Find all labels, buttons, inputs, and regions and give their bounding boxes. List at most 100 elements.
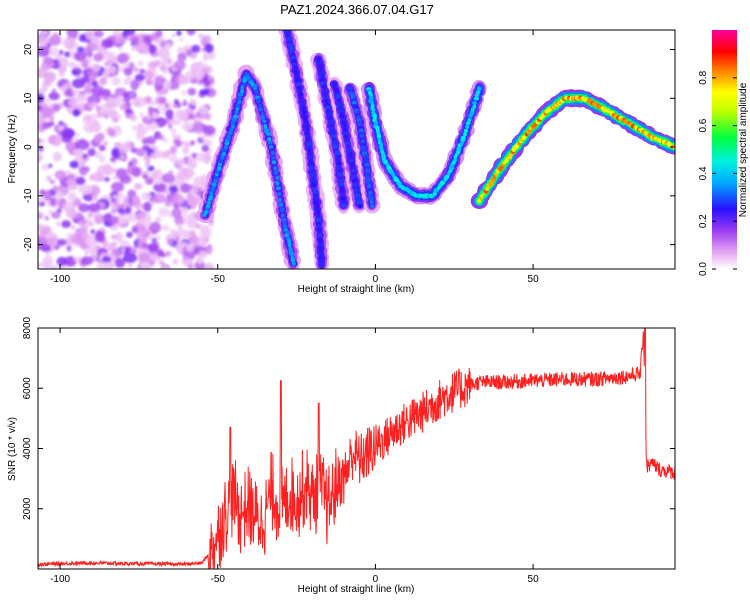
noise-speckle-blob <box>38 262 42 268</box>
noise-speckle-blob <box>141 242 149 250</box>
bottom-x-ticks: -100 -50 0 50 <box>50 328 539 585</box>
ridge-main-blob <box>224 141 230 146</box>
ridge-main-blob <box>271 160 277 165</box>
noise-speckle-blob <box>158 260 165 266</box>
noise-speckle-blob <box>123 67 133 76</box>
noise-speckle-blob <box>58 120 63 125</box>
noise-speckle-blob <box>101 50 113 60</box>
noise-speckle-blob <box>110 157 117 162</box>
noise-speckle-blob <box>155 150 165 159</box>
ridge-segment-1-blob <box>293 65 298 71</box>
ridge-segment-5-blob <box>376 133 382 139</box>
ridge-main-blob <box>230 124 235 129</box>
noise-speckle-blob <box>66 245 72 252</box>
noise-speckle-blob <box>64 202 73 210</box>
noise-speckle-blob <box>172 103 177 109</box>
noise-speckle-blob <box>93 64 99 71</box>
noise-speckle-blob <box>133 66 140 73</box>
noise-speckle-blob <box>75 132 80 137</box>
noise-speckle-blob <box>122 196 130 204</box>
noise-speckle-blob <box>122 252 138 264</box>
noise-speckle-blob <box>157 103 164 111</box>
ridge-segment-3-blob <box>346 144 351 149</box>
ridge-main-blob <box>215 169 220 174</box>
noise-speckle-blob <box>118 46 123 52</box>
ridge-segment-2-blob <box>323 88 327 93</box>
top-x-ticks: -100 -50 0 50 <box>50 30 539 285</box>
noise-speckle-blob <box>137 60 144 67</box>
top-y-tick-label: 0 <box>23 144 34 150</box>
noise-speckle-blob <box>42 79 53 87</box>
chart-title: PAZ1.2024.366.07.04.G17 <box>280 2 434 17</box>
ridge-segment-5-blob <box>465 124 470 130</box>
noise-speckle-blob <box>103 61 111 67</box>
ridge-segment-1-blob <box>305 131 310 136</box>
noise-speckle-blob <box>145 177 154 185</box>
noise-speckle-blob <box>186 30 196 36</box>
ridge-main-blob <box>240 85 245 91</box>
noise-speckle-blob <box>179 183 192 194</box>
noise-speckle-blob <box>203 132 208 138</box>
noise-speckle-blob <box>172 194 185 206</box>
noise-speckle-blob <box>78 203 90 213</box>
noise-speckle-blob <box>191 121 204 133</box>
noise-speckle-blob <box>41 138 46 144</box>
ridge-main-blob <box>273 166 278 171</box>
noise-speckle-blob <box>114 42 118 47</box>
noise-speckle-blob <box>131 96 147 108</box>
noise-speckle-blob <box>46 42 52 49</box>
noise-speckle-blob <box>119 99 125 104</box>
ridge-segment-1-blob <box>319 249 324 254</box>
spectrogram-frame <box>37 29 676 270</box>
noise-speckle-blob <box>90 35 98 44</box>
noise-speckle-blob <box>190 98 195 103</box>
noise-speckle-blob <box>170 128 177 133</box>
ridge-segment-1-blob <box>309 165 314 171</box>
noise-speckle-blob <box>102 95 110 101</box>
bottom-x-tick-label: 50 <box>528 574 540 585</box>
ridge-segment-1-blob <box>313 199 319 206</box>
top-y-tick-label: 10 <box>23 92 34 104</box>
noise-speckle <box>38 30 217 269</box>
noise-speckle-blob <box>135 148 146 157</box>
noise-speckle-blob <box>176 134 182 139</box>
noise-speckle-blob <box>141 192 152 201</box>
noise-speckle-blob <box>119 104 127 111</box>
ridge-main-blob <box>270 150 275 155</box>
noise-speckle-blob <box>173 230 181 237</box>
noise-speckle-blob <box>124 101 132 109</box>
noise-speckle-blob <box>138 252 150 264</box>
ridge-main-blob <box>256 98 261 104</box>
noise-speckle-blob <box>87 203 101 213</box>
noise-speckle-blob <box>187 158 198 170</box>
noise-speckle-blob <box>116 53 129 64</box>
noise-speckle-blob <box>142 174 148 180</box>
noise-speckle-blob <box>61 128 75 139</box>
top-y-tick-label: -20 <box>23 237 34 252</box>
ridge-segment-2-blob <box>329 119 334 124</box>
ridge-segment-3-blob <box>336 94 341 100</box>
ridge-main-blob <box>291 261 296 266</box>
noise-speckle-blob <box>87 212 94 219</box>
ridge-segment-3-blob <box>334 89 339 95</box>
ridge-segment-1-blob <box>310 172 316 178</box>
ridge-segment-4-blob <box>360 142 366 148</box>
ridge-segment-5-blob <box>475 90 481 95</box>
noise-speckle-blob <box>66 178 75 186</box>
ridge-segment-2-blob <box>336 165 342 170</box>
ridge-segment-1-blob <box>306 141 312 146</box>
noise-speckle-blob <box>165 108 174 119</box>
noise-speckle-blob <box>135 221 141 227</box>
noise-speckle-blob <box>75 93 88 103</box>
noise-speckle-blob <box>72 109 80 117</box>
noise-speckle-blob <box>95 105 101 112</box>
noise-speckle-blob <box>129 142 134 147</box>
noise-speckle-blob <box>152 193 166 204</box>
ridge-main-blob <box>287 239 291 245</box>
noise-speckle-blob <box>191 62 200 72</box>
noise-speckle-blob <box>114 232 124 242</box>
noise-speckle-blob <box>119 239 130 248</box>
ridge-main-blob <box>278 202 284 207</box>
noise-speckle-blob <box>195 152 207 162</box>
